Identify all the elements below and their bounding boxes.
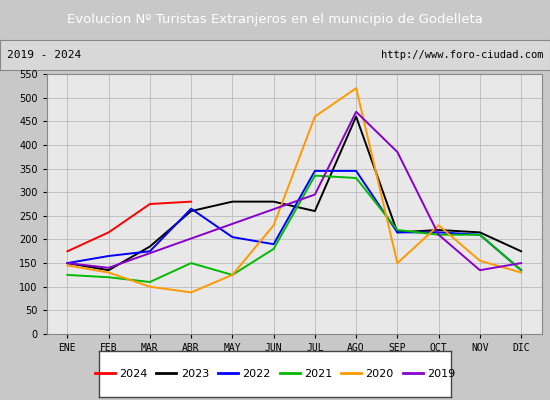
Text: 2019 - 2024: 2019 - 2024 bbox=[7, 50, 81, 60]
Legend: 2024, 2023, 2022, 2021, 2020, 2019: 2024, 2023, 2022, 2021, 2020, 2019 bbox=[90, 364, 460, 383]
Text: Evolucion Nº Turistas Extranjeros en el municipio de Godelleta: Evolucion Nº Turistas Extranjeros en el … bbox=[67, 14, 483, 26]
Text: http://www.foro-ciudad.com: http://www.foro-ciudad.com bbox=[381, 50, 543, 60]
